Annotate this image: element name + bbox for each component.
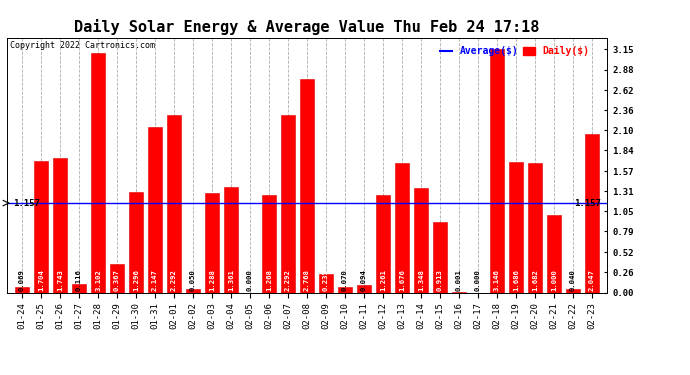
Bar [224,188,238,292]
Text: 1.000: 1.000 [551,269,557,291]
Text: 0.000: 0.000 [475,269,481,291]
Bar [281,116,295,292]
Bar [15,287,29,292]
Text: 2.047: 2.047 [589,269,595,291]
Bar [433,222,447,292]
Text: 2.292: 2.292 [171,269,177,291]
Bar [300,79,314,292]
Text: 3.146: 3.146 [494,269,500,291]
Title: Daily Solar Energy & Average Value Thu Feb 24 17:18: Daily Solar Energy & Average Value Thu F… [75,19,540,35]
Bar [338,287,352,292]
Text: 0.070: 0.070 [342,269,348,291]
Text: 1.268: 1.268 [266,269,272,291]
Text: 1.743: 1.743 [57,269,63,291]
Text: 0.235: 0.235 [323,269,329,291]
Bar [205,193,219,292]
Bar [53,158,67,292]
Bar [167,116,181,292]
Bar [395,163,409,292]
Text: 1.261: 1.261 [380,269,386,291]
Bar [186,289,200,292]
Bar [148,127,162,292]
Bar [72,284,86,292]
Text: 0.040: 0.040 [570,269,576,291]
Bar [566,290,580,292]
Text: 0.116: 0.116 [76,269,82,291]
Text: 3.102: 3.102 [95,269,101,291]
Text: 1.686: 1.686 [513,269,519,291]
Text: Copyright 2022 Cartronics.com: Copyright 2022 Cartronics.com [10,41,155,50]
Text: 1.157: 1.157 [573,199,600,208]
Text: 2.768: 2.768 [304,269,310,291]
Bar [528,162,542,292]
Text: 1.682: 1.682 [532,269,538,291]
Bar [319,274,333,292]
Text: 1.704: 1.704 [38,269,44,291]
Bar [509,162,523,292]
Text: 1.288: 1.288 [209,269,215,291]
Bar [490,50,504,292]
Text: 2.147: 2.147 [152,269,158,291]
Text: 0.913: 0.913 [437,269,443,291]
Text: 0.069: 0.069 [19,269,25,291]
Bar [585,134,599,292]
Text: 1.361: 1.361 [228,269,234,291]
Bar [376,195,390,292]
Text: 0.367: 0.367 [114,269,120,291]
Text: 0.001: 0.001 [456,269,462,291]
Text: 0.094: 0.094 [361,269,367,291]
Bar [547,215,561,292]
Text: 2.292: 2.292 [285,269,291,291]
Text: 1.157: 1.157 [14,199,41,208]
Text: 0.000: 0.000 [247,269,253,291]
Bar [357,285,371,292]
Text: 1.676: 1.676 [399,269,405,291]
Bar [110,264,124,292]
Bar [414,188,428,292]
Text: 0.050: 0.050 [190,269,196,291]
Bar [91,53,105,292]
Bar [262,195,276,292]
Bar [129,192,144,292]
Text: 1.348: 1.348 [418,269,424,291]
Text: 1.296: 1.296 [133,269,139,291]
Legend: Average($), Daily($): Average($), Daily($) [436,42,593,60]
Bar [34,161,48,292]
